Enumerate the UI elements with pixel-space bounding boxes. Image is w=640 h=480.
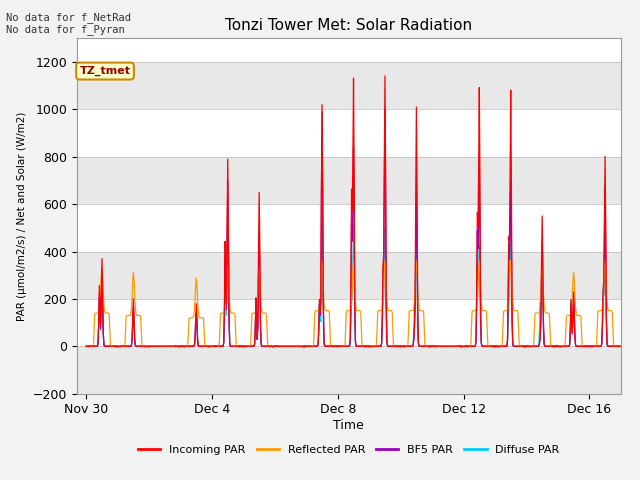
Y-axis label: PAR (μmol/m2/s) / Net and Solar (W/m2): PAR (μmol/m2/s) / Net and Solar (W/m2) [17, 111, 27, 321]
Text: TZ_tmet: TZ_tmet [79, 66, 131, 76]
Bar [77, 252, 621, 299]
Legend: Incoming PAR, Reflected PAR, BF5 PAR, Diffuse PAR: Incoming PAR, Reflected PAR, BF5 PAR, Di… [134, 440, 564, 459]
X-axis label: Time: Time [333, 419, 364, 432]
Bar [77, 157, 621, 204]
Title: Tonzi Tower Met: Solar Radiation: Tonzi Tower Met: Solar Radiation [225, 18, 472, 33]
Text: No data for f_NetRad
No data for f_Pyran: No data for f_NetRad No data for f_Pyran [6, 12, 131, 36]
Bar [77, 346, 621, 394]
Bar [77, 62, 621, 109]
